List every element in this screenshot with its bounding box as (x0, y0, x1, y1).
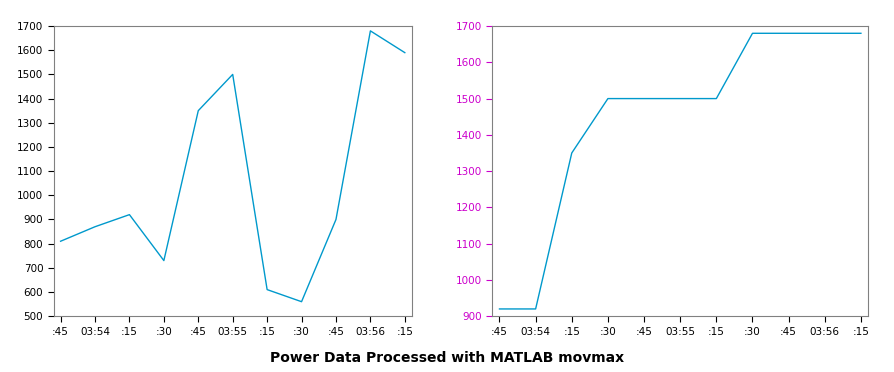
Text: Power Data Processed with MATLAB movmax: Power Data Processed with MATLAB movmax (270, 350, 624, 365)
